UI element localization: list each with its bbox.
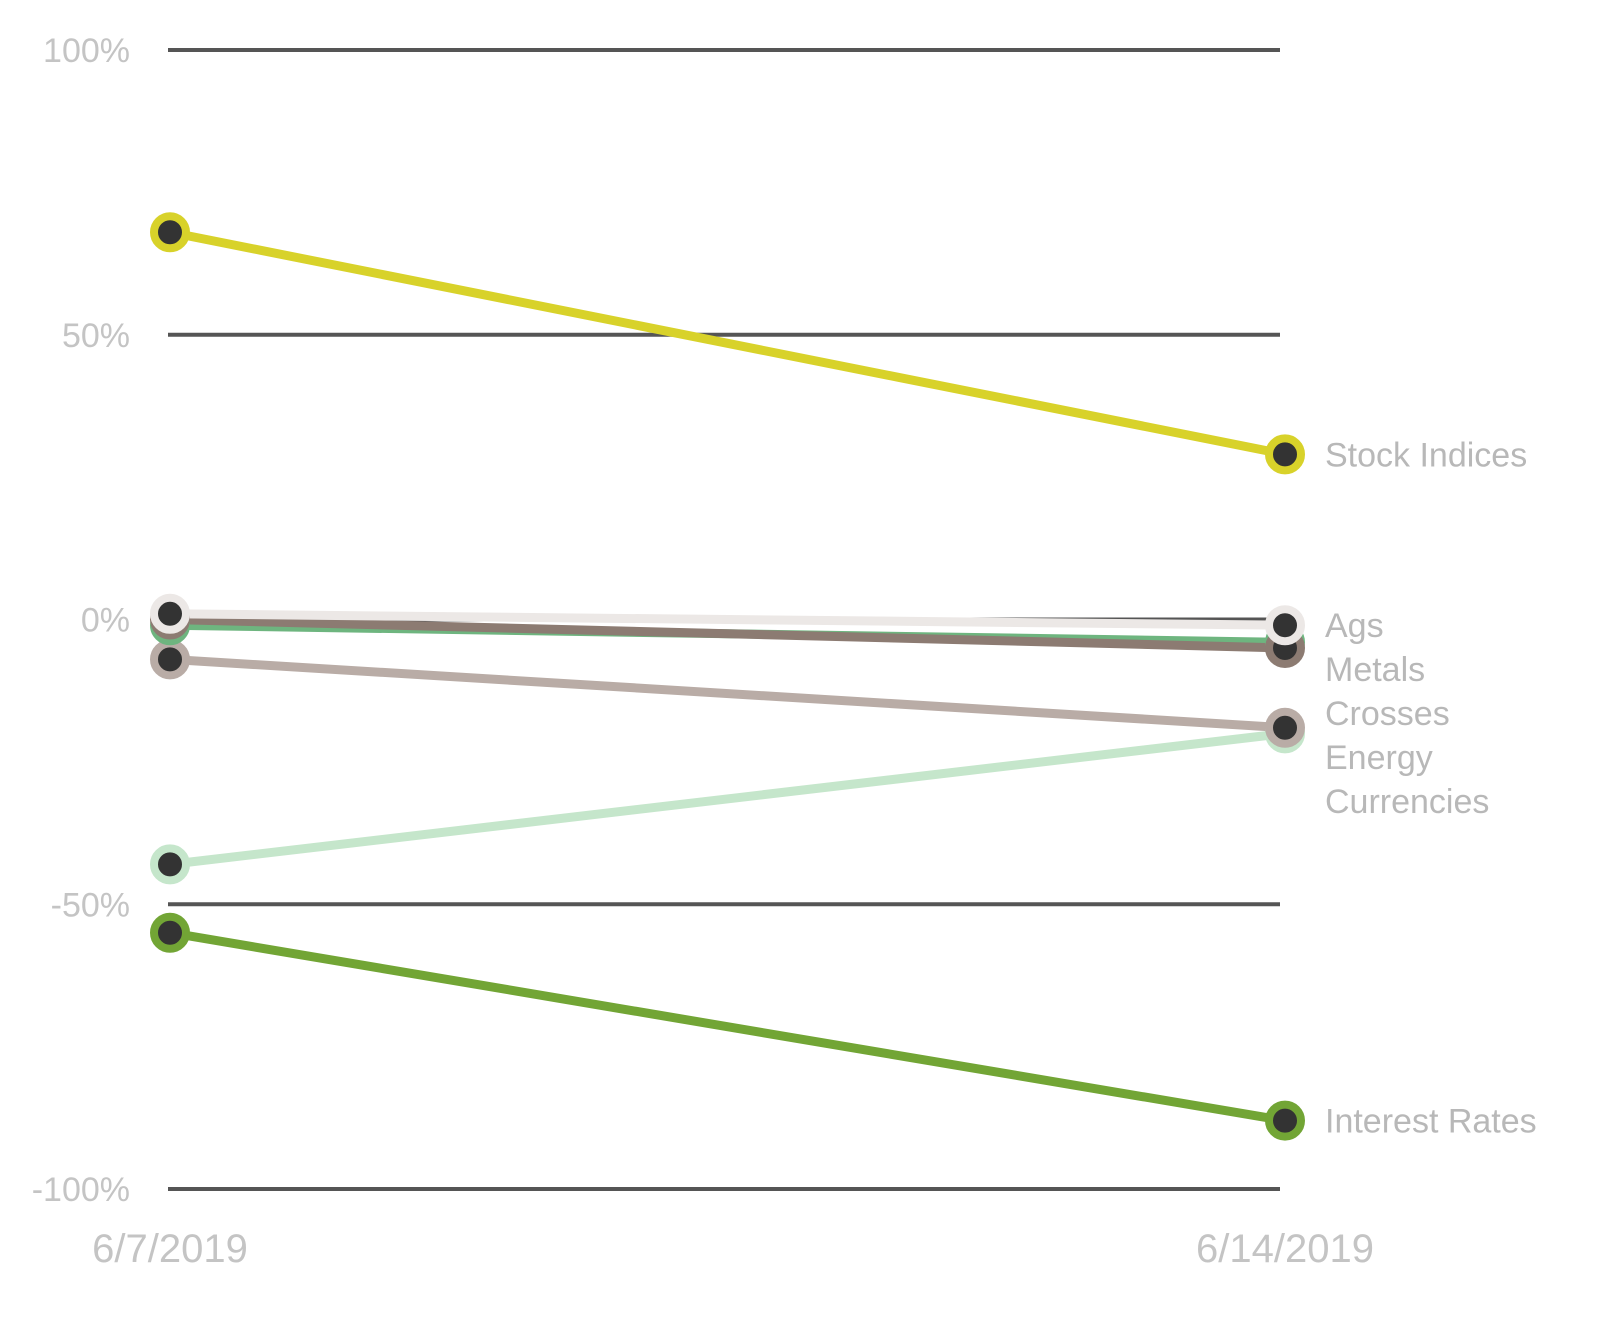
series-point (150, 912, 190, 953)
series-label: Currencies (1325, 783, 1489, 821)
series-label: Energy (1325, 739, 1433, 777)
series-lines (165, 227, 1290, 1126)
series-label: Crosses (1325, 695, 1450, 733)
series-labels: Stock Indices Ags Metals Crosses Energy Curre… (1325, 436, 1537, 1140)
series-line (165, 227, 1290, 459)
series-point (150, 212, 190, 253)
series-line (165, 728, 1290, 869)
x-axis-ticks: 6/7/2019 6/14/2019 (92, 1227, 1374, 1271)
series-point (1265, 434, 1305, 475)
series-label: Metals (1325, 651, 1425, 689)
series-points (150, 212, 1305, 1141)
series-label: Ags (1325, 607, 1384, 645)
y-axis-ticks: 100% 50% 0% -50% -100% (32, 32, 130, 1209)
y-tick-label: 50% (62, 317, 130, 355)
series-point (150, 639, 190, 680)
series-line (165, 654, 1290, 733)
y-tick-label: 100% (43, 32, 130, 70)
series-point (150, 593, 190, 634)
y-tick-label: -100% (32, 1171, 130, 1209)
x-tick-label: 6/14/2019 (1196, 1227, 1374, 1271)
series-point (150, 844, 190, 885)
series-point (1265, 605, 1305, 646)
series-line (165, 609, 1290, 630)
series-line (165, 615, 1290, 653)
series-label: Interest Rates (1325, 1103, 1537, 1141)
y-tick-label: -50% (51, 886, 130, 924)
y-tick-label: 0% (81, 602, 130, 640)
series-point (1265, 1100, 1305, 1141)
x-tick-label: 6/7/2019 (92, 1227, 248, 1271)
series-label: Stock Indices (1325, 436, 1527, 474)
series-point (1265, 707, 1305, 748)
series-line (165, 928, 1290, 1126)
